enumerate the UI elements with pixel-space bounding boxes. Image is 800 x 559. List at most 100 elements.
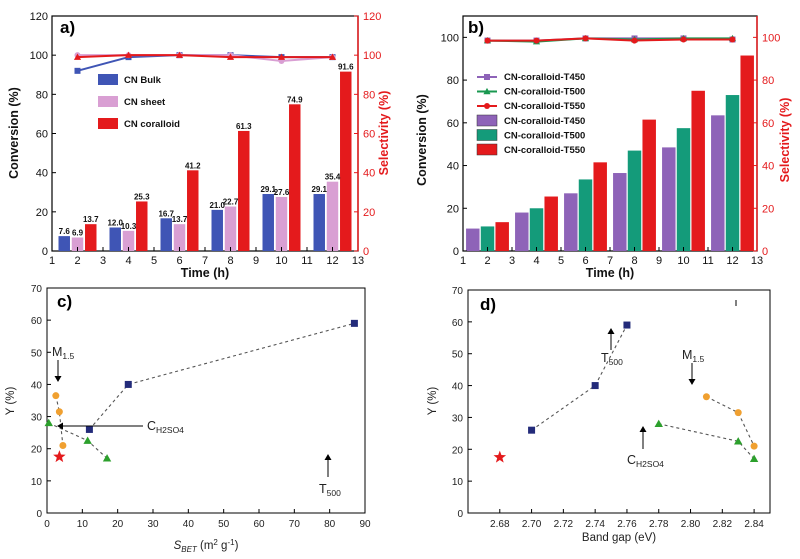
x-tick-label: 40: [183, 519, 195, 530]
panel-d-x-axis-label: Band gap (eV): [582, 532, 656, 544]
legend-swatch: [98, 118, 118, 129]
panel-d-label: d): [480, 295, 496, 314]
bar-cn-coralloid-t500: [480, 226, 495, 251]
selectivity-marker: [582, 35, 589, 42]
right-y-tick-label: 20: [762, 203, 774, 215]
legend-label: CN-coralloid-T500: [504, 87, 585, 98]
bar-cn-coralloid-t450: [613, 173, 627, 251]
panel-a-data-labels: 7.6 6.913.7 12.010.325.316.713.741.221.022…: [59, 63, 354, 238]
x-tick-label: 12: [326, 255, 338, 267]
y-tick-label: 100: [30, 50, 48, 62]
right-y-tick-label: 100: [762, 32, 780, 44]
data-point-square: [85, 425, 93, 433]
bar-cn-coralloid-t450: [564, 193, 578, 251]
panel-c-x-tick-labels: 0 10 20 30 40 50 60 70 80 90: [44, 509, 371, 530]
panel-c-annotation-m15: M1.5: [52, 345, 75, 361]
right-y-tick-label: 120: [363, 11, 381, 23]
bar-cn-sheet: [326, 181, 339, 251]
bar-cn-bulk: [262, 194, 274, 251]
right-y-tick-label: 60: [363, 129, 375, 141]
x-tick-label: 4: [533, 255, 539, 267]
x-tick-label: 70: [289, 519, 301, 530]
panel-c-annotation-t500: T500: [319, 482, 341, 498]
data-label: 61.3: [236, 122, 252, 131]
x-tick-label: 60: [253, 519, 265, 530]
data-point-triangle: [734, 437, 743, 445]
legend-label: CN-coralloid-T500: [504, 131, 585, 142]
dashed-trend-line: [88, 322, 355, 430]
right-y-tick-label: 40: [363, 168, 375, 180]
panel-d-x-tick-labels: 2.68 2.70 2.72 2.74 2.76 2.78 2.80 2.82 2.84: [490, 509, 764, 530]
y-tick-label: 50: [452, 350, 464, 361]
bar-cn-coralloid: [85, 224, 97, 251]
bar-cn-bulk: [109, 227, 121, 251]
bar-cn-coralloid: [136, 201, 148, 251]
y-tick-label: 40: [31, 380, 43, 391]
x-tick-label: 2.72: [554, 519, 574, 530]
x-tick-label: 3: [100, 255, 106, 267]
data-point-triangle: [749, 454, 759, 462]
data-point-square: [528, 426, 536, 434]
x-tick-label: 0: [44, 519, 50, 530]
y-tick-label: 20: [36, 207, 48, 219]
y-tick-label: 40: [36, 168, 48, 180]
x-tick-label: 80: [324, 519, 336, 530]
bar-cn-coralloid-t550: [495, 222, 509, 251]
legend-marker: [483, 87, 491, 95]
panel-c-y-tick-labels: 0 10 20 30 40 50 60 70: [31, 284, 51, 520]
panel-b-y-axis-label: Conversion (%): [415, 94, 429, 186]
x-tick-label: 6: [176, 255, 182, 267]
bar-cn-coralloid-t550: [593, 162, 607, 251]
y-tick-label: 40: [452, 382, 464, 393]
panel-b-bars: [466, 55, 754, 251]
data-label: 21.0: [209, 201, 225, 210]
panel-b-legend: CN-coralloid-T450 CN-coralloid-T500 CN-cor…: [476, 72, 585, 156]
panel-b-right-y-axis-label: Selectivity (%): [778, 98, 792, 183]
x-tick-label: 30: [147, 519, 159, 530]
y-tick-label: 0: [36, 509, 42, 520]
bar-cn-coralloid: [340, 71, 352, 251]
panel-d-annotation-ch2so4: CH2SO4: [627, 453, 664, 469]
right-y-tick-label: 40: [762, 161, 774, 173]
y-tick-label: 60: [452, 318, 464, 329]
bar-cn-bulk: [160, 218, 172, 251]
data-label: 27.6: [274, 188, 290, 197]
dashed-trend-line: [48, 422, 108, 459]
panel-c-label: c): [57, 292, 72, 311]
panel-a-selectivity-lines: [73, 51, 337, 74]
data-label: 12.0: [107, 219, 123, 228]
data-label: 41.2: [185, 161, 201, 170]
bar-cn-sheet: [173, 224, 186, 251]
legend-swatch: [476, 114, 498, 127]
data-point-star: [493, 450, 507, 463]
y-tick-label: 40: [447, 161, 459, 173]
bar-cn-coralloid-t550: [642, 119, 656, 251]
x-tick-label: 1: [49, 255, 55, 267]
right-y-tick-label: 0: [363, 246, 369, 258]
right-y-tick-label: 60: [762, 118, 774, 130]
data-label: 29.1: [260, 185, 276, 194]
selectivity-marker: [73, 53, 82, 60]
bar-cn-coralloid-t450: [711, 115, 725, 251]
panel-a-right-y-axis-label: Selectivity (%): [377, 91, 391, 176]
y-tick-label: 50: [31, 348, 43, 359]
legend-swatch: [98, 96, 118, 107]
panel-c-yield-vs-surface-area-chart: 0 10 20 30 40 50 60 70 80 90 0 10 20 30 40 50 60 70 c) Y…: [5, 284, 371, 554]
x-tick-label: 2.68: [490, 519, 510, 530]
legend-label: CN-coralloid-T450: [504, 72, 585, 83]
data-label: 10.3: [121, 222, 137, 231]
panel-d-y-tick-labels: 0 10 20 30 40 50 60 70: [452, 286, 472, 520]
data-label: 13.7: [83, 215, 99, 224]
data-point-triangle: [102, 454, 112, 462]
data-point-triangle: [83, 436, 92, 444]
panel-d-data-points: [493, 321, 759, 463]
bar-cn-sheet: [224, 206, 237, 251]
selectivity-marker: [74, 67, 81, 74]
data-point-circle: [59, 442, 67, 449]
bar-cn-coralloid-t500: [725, 95, 740, 251]
data-point-circle: [55, 408, 63, 416]
selectivity-line: [487, 37, 733, 42]
bar-cn-coralloid: [289, 104, 301, 251]
selectivity-marker: [175, 51, 184, 58]
bar-cn-bulk: [313, 194, 325, 251]
